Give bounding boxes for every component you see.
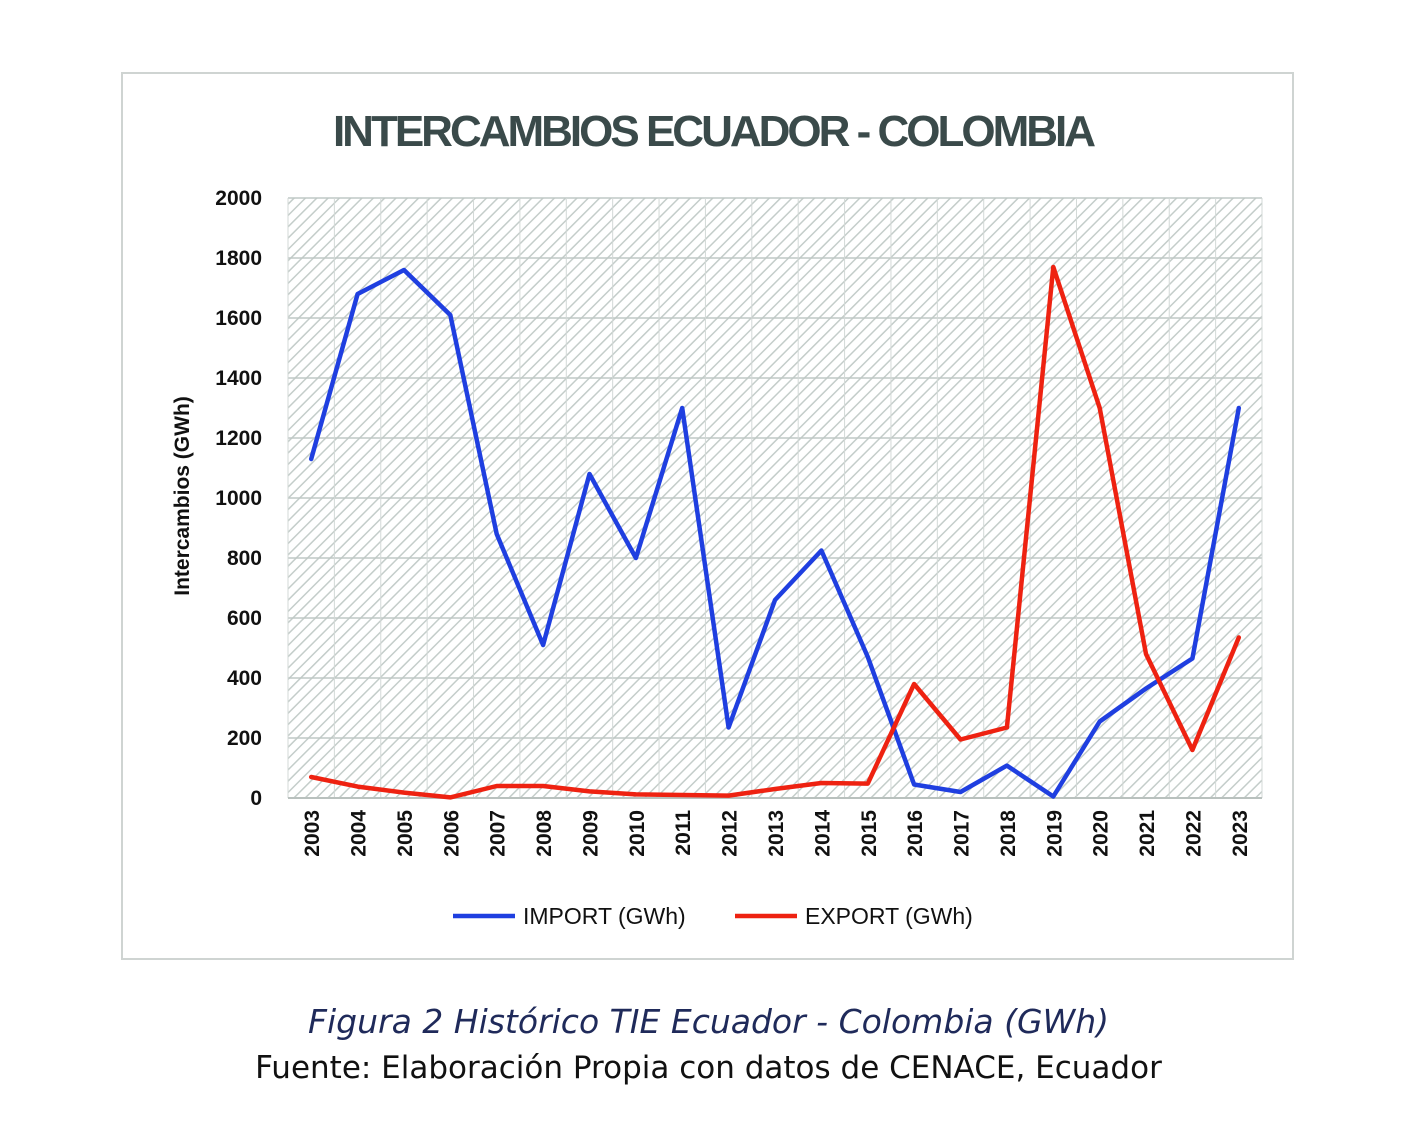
- series-line-import: [308, 267, 1242, 799]
- x-tick-label: 2006: [440, 810, 463, 857]
- y-tick-label: 2000: [215, 187, 262, 210]
- chart-frame: INTERCAMBIOS ECUADOR - COLOMBIA 0 200 400 6…: [121, 72, 1294, 960]
- x-tick-label: 2016: [904, 810, 927, 857]
- x-axis-ticks: 2003 2004 2005 2006 2007 2008 2009 2010 2011 2012…: [301, 810, 1252, 857]
- x-tick-label: 2011: [672, 810, 695, 856]
- x-tick-label: 2008: [533, 810, 556, 857]
- x-tick-label: 2009: [579, 810, 602, 857]
- x-tick-label: 2015: [858, 810, 881, 857]
- y-tick-label: 0: [250, 787, 262, 810]
- legend-label: IMPORT (GWh): [523, 903, 686, 929]
- x-tick-label: 2018: [997, 810, 1020, 857]
- x-tick-label: 2017: [951, 810, 974, 857]
- x-tick-label: 2005: [394, 810, 417, 857]
- y-tick-label: 1000: [215, 487, 262, 510]
- y-tick-label: 800: [227, 547, 262, 570]
- y-tick-label: 1400: [215, 367, 262, 390]
- x-tick-label: 2003: [301, 810, 324, 857]
- y-axis-ticks: 0 200 400 600 800 1000 1200 1400 1600 1800 2000: [215, 187, 262, 810]
- figure-source: Fuente: Elaboración Propia con datos de …: [255, 1050, 1162, 1086]
- x-tick-label: 2007: [487, 810, 510, 857]
- x-tick-label: 2004: [348, 810, 371, 857]
- y-axis-title: Intercambios (GWh): [171, 396, 194, 596]
- x-tick-label: 2010: [626, 810, 649, 857]
- chart-svg: INTERCAMBIOS ECUADOR - COLOMBIA 0 200 400 6…: [171, 107, 1263, 929]
- series-lines: [308, 264, 1242, 800]
- y-tick-label: 1200: [215, 427, 262, 450]
- legend-label: EXPORT (GWh): [805, 903, 973, 929]
- x-tick-label: 2013: [765, 810, 788, 857]
- x-tick-label: 2012: [719, 810, 742, 857]
- x-tick-label: 2020: [1090, 810, 1113, 857]
- y-tick-label: 1600: [215, 307, 262, 330]
- x-tick-label: 2022: [1182, 810, 1205, 857]
- figure-caption: Figura 2 Histórico TIE Ecuador - Colombi…: [307, 1002, 1110, 1041]
- series-line-export: [308, 264, 1242, 800]
- x-tick-label: 2023: [1229, 810, 1252, 857]
- y-tick-label: 200: [227, 727, 262, 750]
- y-tick-label: 1800: [215, 247, 262, 270]
- x-tick-label: 2014: [811, 810, 834, 857]
- x-tick-label: 2021: [1136, 810, 1159, 857]
- y-tick-label: 600: [227, 607, 262, 630]
- legend: IMPORT (GWh) EXPORT (GWh): [453, 903, 973, 929]
- x-tick-label: 2019: [1043, 810, 1066, 857]
- y-tick-label: 400: [227, 667, 262, 690]
- chart-title: INTERCAMBIOS ECUADOR - COLOMBIA: [333, 107, 1095, 156]
